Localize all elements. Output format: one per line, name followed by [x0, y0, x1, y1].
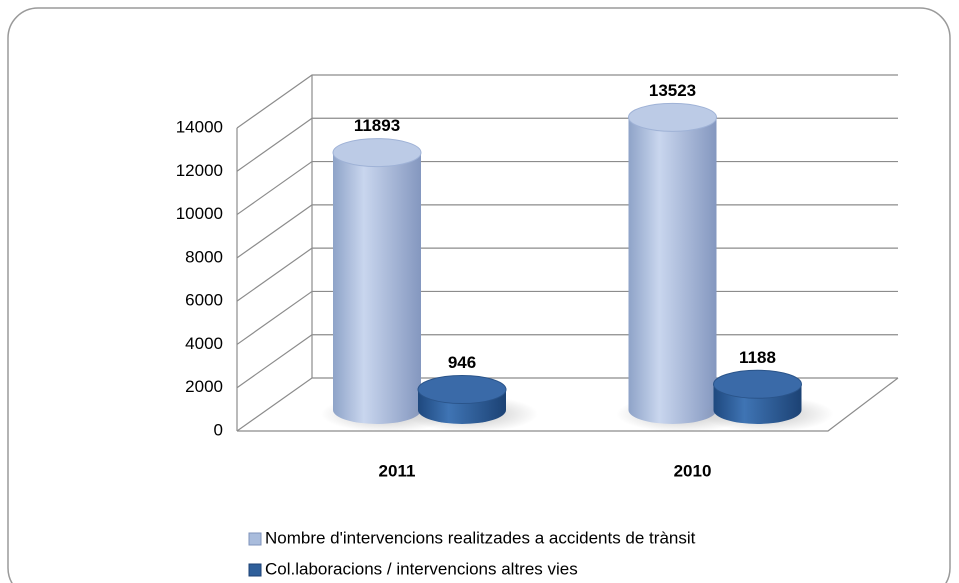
- cylinder-top: [713, 369, 802, 399]
- y-tick-label: 6000: [185, 291, 223, 310]
- value-label: 13523: [649, 81, 696, 100]
- value-label: 946: [448, 353, 476, 372]
- y-tick-label: 14000: [176, 117, 223, 136]
- cylinder-top: [628, 102, 717, 132]
- cylinder: [628, 117, 717, 425]
- cylinder: [333, 152, 421, 424]
- y-tick-label: 4000: [185, 334, 223, 353]
- y-tick-label: 12000: [176, 161, 223, 180]
- x-tick-label: 2010: [674, 461, 712, 480]
- cylinder-top: [332, 138, 422, 168]
- legend-marker: [248, 532, 262, 546]
- value-label: 1188: [739, 348, 776, 367]
- cylinder-top: [417, 375, 507, 405]
- frame: [7, 7, 951, 583]
- legend-label: Col.laboracions / intervencions altres v…: [265, 559, 578, 578]
- y-tick-label: 0: [214, 420, 223, 439]
- legend-label: Nombre d'intervencions realitzades a acc…: [265, 528, 696, 547]
- y-tick-label: 10000: [176, 204, 223, 223]
- value-label: 11893: [354, 116, 400, 135]
- x-tick-label: 2011: [379, 461, 416, 480]
- y-tick-label: 2000: [185, 377, 223, 396]
- y-tick-label: 8000: [185, 247, 223, 266]
- floor: [237, 377, 899, 432]
- legend-marker: [248, 563, 262, 577]
